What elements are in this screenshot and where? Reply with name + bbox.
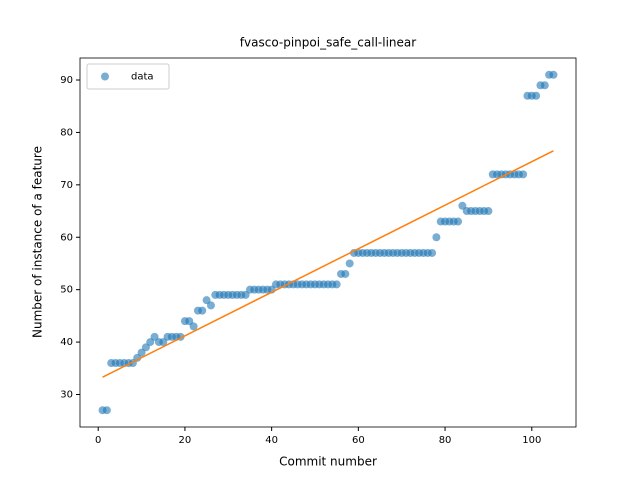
- x-tick-label: 20: [179, 435, 192, 446]
- data-point: [332, 280, 341, 289]
- x-tick-label: 60: [352, 435, 365, 446]
- legend-label: data: [131, 72, 154, 83]
- trend-line: [102, 150, 554, 378]
- y-tick-label: 50: [60, 285, 73, 296]
- x-tick-label: 100: [522, 435, 541, 446]
- data-point: [206, 301, 215, 310]
- data-point: [484, 207, 493, 216]
- data-point: [432, 233, 441, 242]
- x-tick-label: 0: [95, 435, 101, 446]
- y-axis-label: Number of instance of a feature: [31, 146, 45, 338]
- data-point: [345, 259, 354, 268]
- y-tick-label: 30: [60, 390, 73, 401]
- data-point: [532, 91, 541, 100]
- data-point: [428, 248, 437, 257]
- x-axis-label: Commit number: [279, 455, 377, 469]
- y-tick-label: 60: [60, 232, 73, 243]
- data-point: [198, 306, 207, 315]
- data-point: [549, 70, 558, 79]
- y-tick-label: 90: [60, 75, 73, 86]
- legend-marker: [101, 72, 109, 81]
- data-point: [540, 81, 549, 90]
- y-tick-label: 70: [60, 180, 73, 191]
- data-point: [102, 406, 111, 415]
- data-point: [454, 217, 463, 226]
- data-point: [519, 170, 528, 179]
- legend-box: [86, 63, 170, 90]
- chart-title: fvasco-pinpoi_safe_call-linear: [240, 36, 416, 50]
- x-tick-label: 40: [265, 435, 278, 446]
- y-tick-label: 80: [60, 127, 73, 138]
- data-point: [189, 322, 198, 331]
- y-tick-label: 40: [60, 337, 73, 348]
- axes-frame: [79, 57, 577, 428]
- x-tick-label: 80: [439, 435, 452, 446]
- data-point: [341, 269, 350, 278]
